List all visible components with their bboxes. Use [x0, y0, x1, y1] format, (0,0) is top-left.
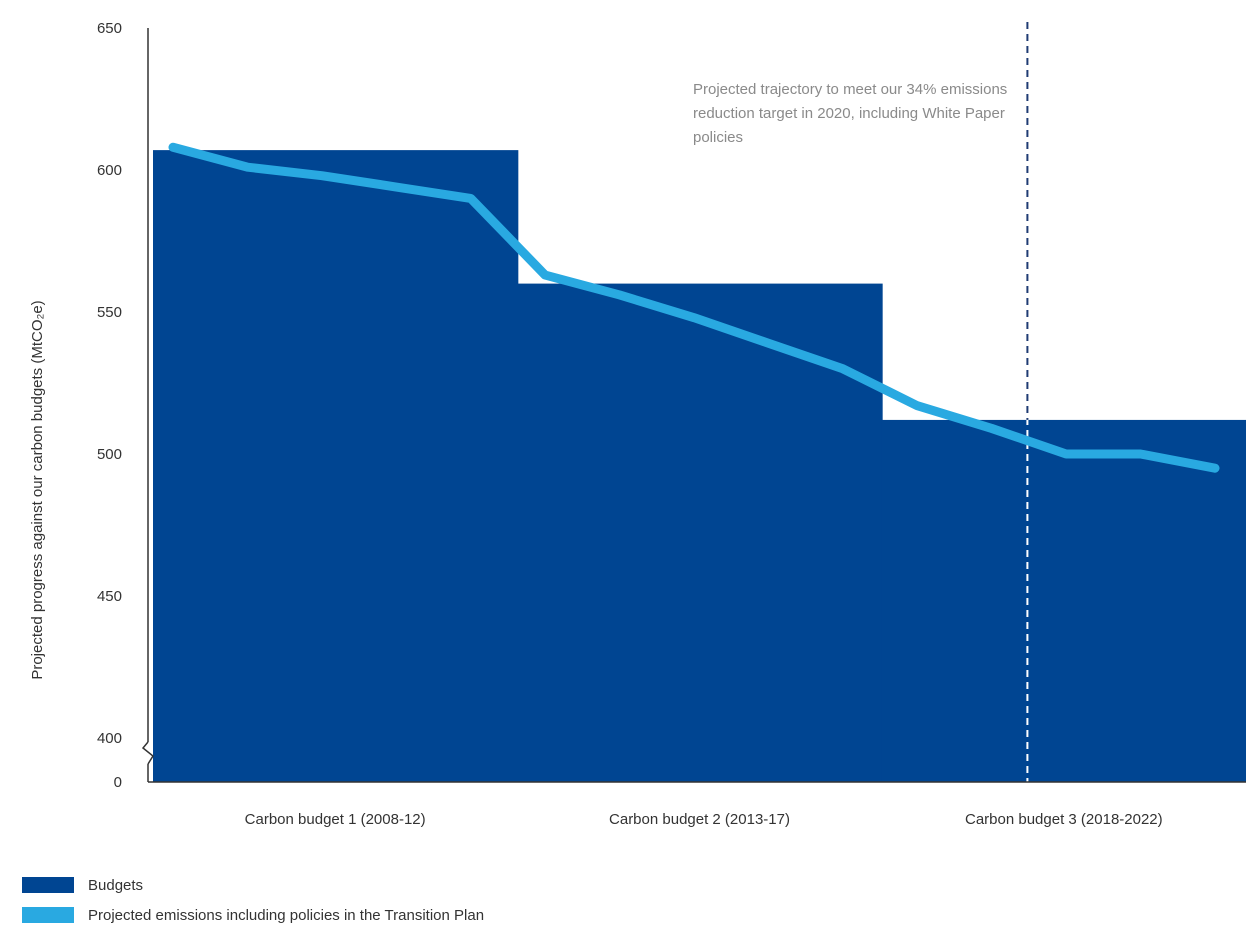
y-tick-label-400: 400	[97, 730, 122, 747]
y-tick-label-0: 0	[114, 774, 122, 791]
budget-bar-3	[881, 419, 1246, 782]
y-tick-label-500: 500	[97, 446, 122, 463]
legend-item-projected-emissions: Projected emissions including policies i…	[22, 905, 484, 925]
y-tick-label-450: 450	[97, 588, 122, 605]
axis-break-mark	[141, 741, 154, 765]
category-label-1: Carbon budget 1 (2008-12)	[245, 811, 426, 828]
projected-emissions-line	[168, 142, 1220, 473]
legend-label-budgets: Budgets	[88, 876, 144, 894]
category-label-3: Carbon budget 3 (2018-2022)	[965, 811, 1163, 828]
y-tick-label-550: 550	[97, 304, 122, 321]
legend-label-projected-emissions: Projected emissions including policies i…	[88, 906, 485, 924]
category-labels: Carbon budget 1 (2008-12) Carbon budget 2…	[245, 811, 1163, 828]
y-axis-label: Projected progress against our carbon bu…	[29, 300, 46, 679]
axes	[141, 28, 1246, 783]
legend-swatch-projected-emissions	[22, 907, 74, 923]
chart-annotation: Projected trajectory to meet our 34% emi…	[693, 81, 1008, 146]
budget-bars	[153, 150, 1246, 782]
budget-bar-1	[153, 150, 519, 782]
category-label-2: Carbon budget 2 (2013-17)	[609, 811, 790, 828]
projection-line-group	[168, 142, 1220, 473]
carbon-budget-chart: 650 600 550 500 450 400 0 Carbon budget 1 (200…	[29, 20, 1246, 828]
legend: Budgets Projected emissions including po…	[22, 875, 484, 935]
legend-swatch-budgets	[22, 877, 74, 893]
legend-item-budgets: Budgets	[22, 875, 484, 895]
y-tick-label-650: 650	[97, 20, 122, 37]
budget-bar-2	[517, 283, 883, 782]
y-tick-labels: 650 600 550 500 450 400 0	[97, 20, 122, 791]
y-tick-label-600: 600	[97, 162, 122, 179]
